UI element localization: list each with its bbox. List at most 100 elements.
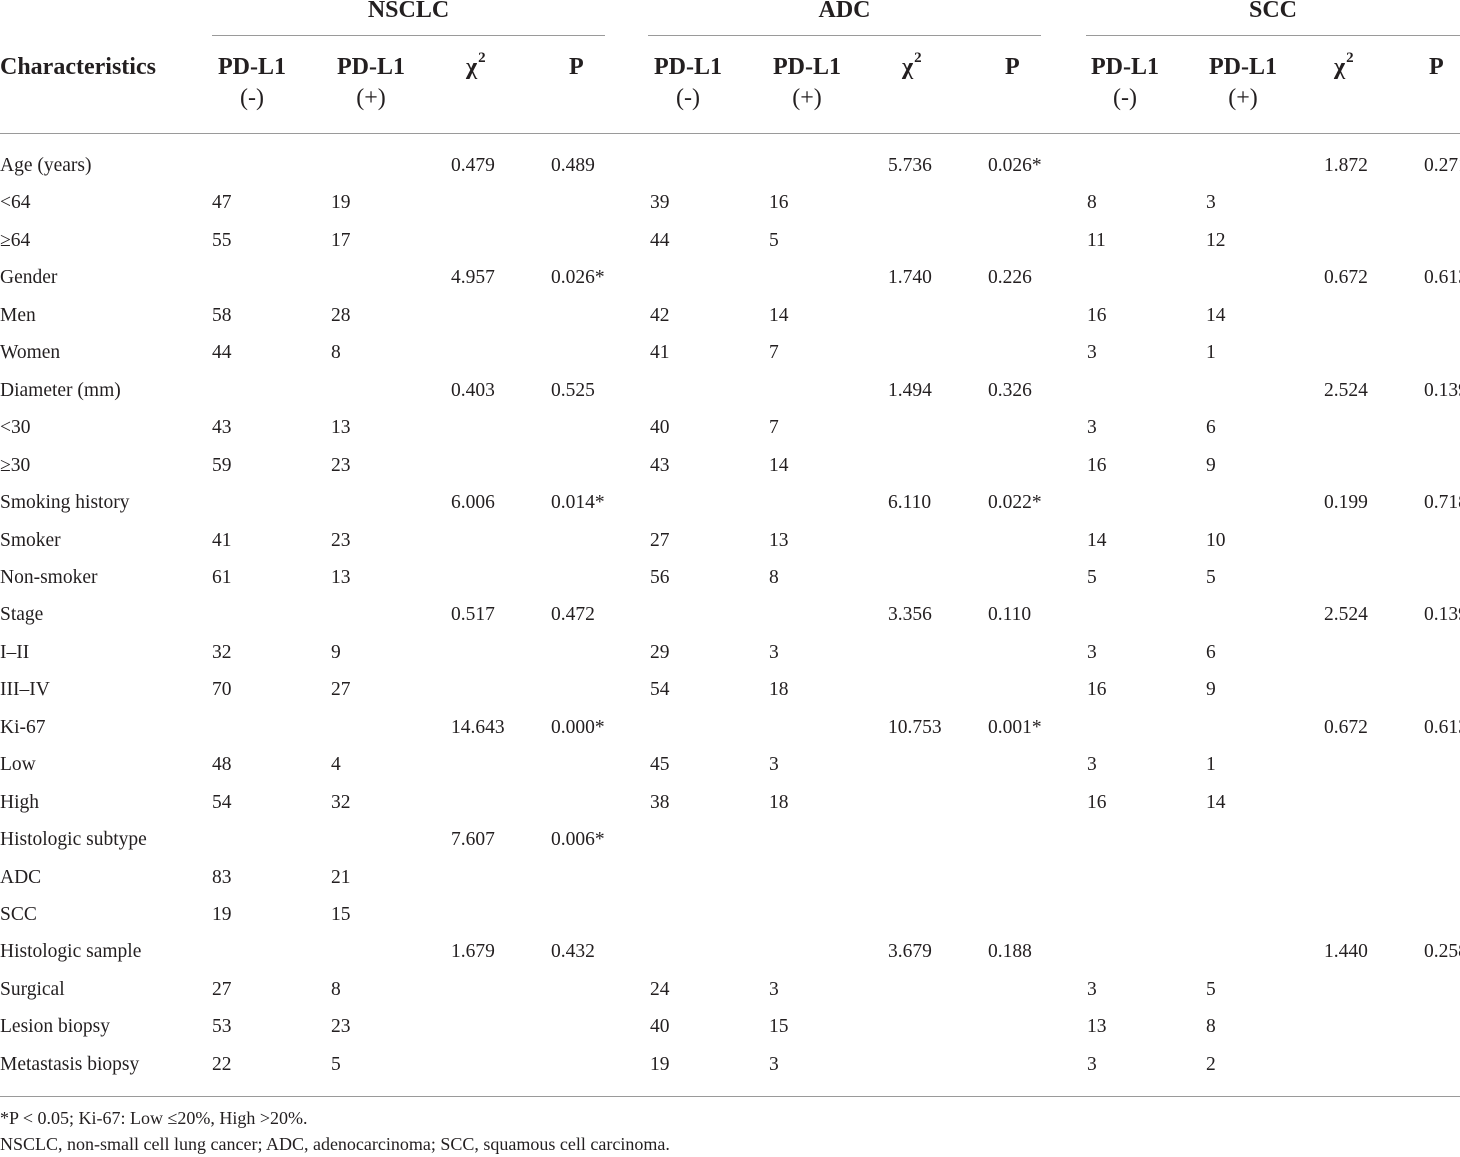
cell-scc-p: 0.139 [1424, 604, 1460, 626]
table-row: ≥64 55 17 44 5 11 12 [0, 222, 1460, 259]
table-row: Histologic subtype 7.607 0.006* [0, 821, 1460, 858]
cell-scc-neg: 11 [1087, 229, 1106, 251]
cell-scc-chi2: 2.524 [1324, 604, 1368, 626]
group-header-adc: ADC [818, 0, 871, 23]
pdl1-positive-label: (+) [356, 85, 386, 111]
footnote-significance: *P < 0.05; Ki-67: Low ≤20%, High >20%. [0, 1108, 308, 1128]
cell-nsclc-pos: 13 [331, 566, 351, 588]
chi-symbol: χ [1334, 54, 1346, 80]
cell-scc-chi2: 1.440 [1324, 941, 1368, 963]
chi-symbol: χ [902, 54, 914, 80]
cell-nsclc-neg: 47 [212, 192, 232, 214]
cell-scc-neg: 16 [1087, 679, 1107, 701]
cell-nsclc-pos: 17 [331, 229, 351, 251]
cell-adc-p: 0.326 [988, 379, 1032, 401]
cell-nsclc-chi2: 7.607 [451, 829, 495, 851]
cell-scc-pos: 1 [1206, 342, 1216, 364]
pdl1-label: PD-L1 [654, 54, 722, 80]
cell-adc-pos: 14 [769, 304, 789, 326]
cell-scc-neg: 3 [1087, 417, 1097, 439]
cell-scc-neg: 3 [1087, 754, 1097, 776]
row-label: Histologic sample [0, 941, 142, 963]
pdl1-positive-label: (+) [1228, 85, 1258, 111]
table-row: I–II 32 9 29 3 3 6 [0, 634, 1460, 671]
col-header-scc-chi: χ2 [1334, 50, 1354, 86]
cell-nsclc-pos: 27 [331, 679, 351, 701]
col-header-scc-pdl1-neg: PD-L1 (-) [1085, 52, 1165, 114]
cell-adc-pos: 7 [769, 342, 779, 364]
pdl1-negative-label: (-) [1113, 85, 1137, 111]
pdl1-positive-label: (+) [792, 85, 822, 111]
cell-adc-neg: 43 [650, 454, 670, 476]
cell-scc-p: 0.613 [1424, 267, 1460, 289]
cell-scc-neg: 3 [1087, 342, 1097, 364]
cell-scc-neg: 3 [1087, 1053, 1097, 1075]
cell-nsclc-pos: 5 [331, 1053, 341, 1075]
cell-nsclc-neg: 41 [212, 529, 232, 551]
cell-adc-neg: 40 [650, 1016, 670, 1038]
cell-adc-p: 0.110 [988, 604, 1032, 626]
cell-nsclc-pos: 13 [331, 417, 351, 439]
cell-adc-p: 0.001* [988, 716, 1042, 738]
col-header-adc-chi: χ2 [902, 50, 922, 86]
cell-scc-neg: 16 [1087, 304, 1107, 326]
cell-nsclc-chi2: 0.479 [451, 155, 495, 176]
cell-scc-pos: 1 [1206, 754, 1216, 776]
cell-scc-p: 0.718 [1424, 492, 1460, 514]
pdl1-label: PD-L1 [337, 54, 405, 80]
cell-scc-neg: 14 [1087, 529, 1107, 551]
cell-adc-neg: 27 [650, 529, 670, 551]
cell-adc-p: 0.022* [988, 492, 1042, 514]
table-row: Gender 4.957 0.026* 1.740 0.226 0.672 0.613 [0, 259, 1460, 296]
table-row: Smoker 41 23 27 13 14 10 [0, 522, 1460, 559]
cell-scc-neg: 16 [1087, 791, 1107, 813]
cell-scc-pos: 14 [1206, 304, 1226, 326]
cell-adc-chi2: 5.736 [888, 155, 932, 176]
row-label: Smoking history [0, 492, 130, 514]
cell-adc-pos: 3 [769, 641, 779, 663]
cell-scc-pos: 10 [1206, 529, 1226, 551]
cell-scc-p: 0.271 [1424, 155, 1460, 176]
cell-adc-pos: 5 [769, 229, 779, 251]
table-row: ADC 83 21 [0, 859, 1460, 896]
row-label: III–IV [0, 679, 50, 701]
cell-scc-pos: 14 [1206, 791, 1226, 813]
cell-adc-pos: 18 [769, 791, 789, 813]
cell-adc-neg: 41 [650, 342, 670, 364]
cell-scc-chi2: 2.524 [1324, 379, 1368, 401]
cell-scc-neg: 3 [1087, 641, 1097, 663]
cell-scc-pos: 5 [1206, 566, 1216, 588]
cell-adc-neg: 56 [650, 566, 670, 588]
col-header-scc-p: P [1429, 54, 1444, 80]
cell-nsclc-neg: 54 [212, 791, 232, 813]
cell-nsclc-chi2: 0.517 [451, 604, 495, 626]
group-rule-adc [648, 35, 1041, 36]
cell-nsclc-p: 0.000* [551, 716, 605, 738]
row-label: <64 [0, 192, 31, 214]
group-header-nsclc: NSCLC [367, 0, 450, 23]
cell-nsclc-neg: 32 [212, 641, 232, 663]
cell-nsclc-neg: 58 [212, 304, 232, 326]
cell-nsclc-neg: 83 [212, 866, 232, 888]
cell-adc-pos: 18 [769, 679, 789, 701]
cell-adc-chi2: 1.740 [888, 267, 932, 289]
cell-scc-neg: 3 [1087, 978, 1097, 1000]
cell-nsclc-neg: 61 [212, 566, 232, 588]
table-row: ≥30 59 23 43 14 16 9 [0, 447, 1460, 484]
cell-scc-chi2: 0.672 [1324, 716, 1368, 738]
table-row: Diameter (mm) 0.403 0.525 1.494 0.326 2.524 0.… [0, 372, 1460, 409]
cell-scc-pos: 2 [1206, 1053, 1216, 1075]
cell-nsclc-pos: 19 [331, 192, 351, 214]
cell-scc-chi2: 1.872 [1324, 155, 1368, 176]
bottom-rule [0, 1096, 1460, 1097]
cell-adc-chi2: 1.494 [888, 379, 932, 401]
row-label: ADC [0, 866, 42, 888]
pdl1-label: PD-L1 [1209, 54, 1277, 80]
cell-nsclc-pos: 15 [331, 904, 351, 925]
cell-nsclc-chi2: 14.643 [451, 716, 505, 738]
cell-nsclc-pos: 28 [331, 304, 351, 326]
cell-nsclc-neg: 22 [212, 1053, 232, 1075]
cell-adc-neg: 24 [650, 978, 670, 1000]
table-row: III–IV 70 27 54 18 16 9 [0, 671, 1460, 708]
cell-nsclc-neg: 43 [212, 417, 232, 439]
